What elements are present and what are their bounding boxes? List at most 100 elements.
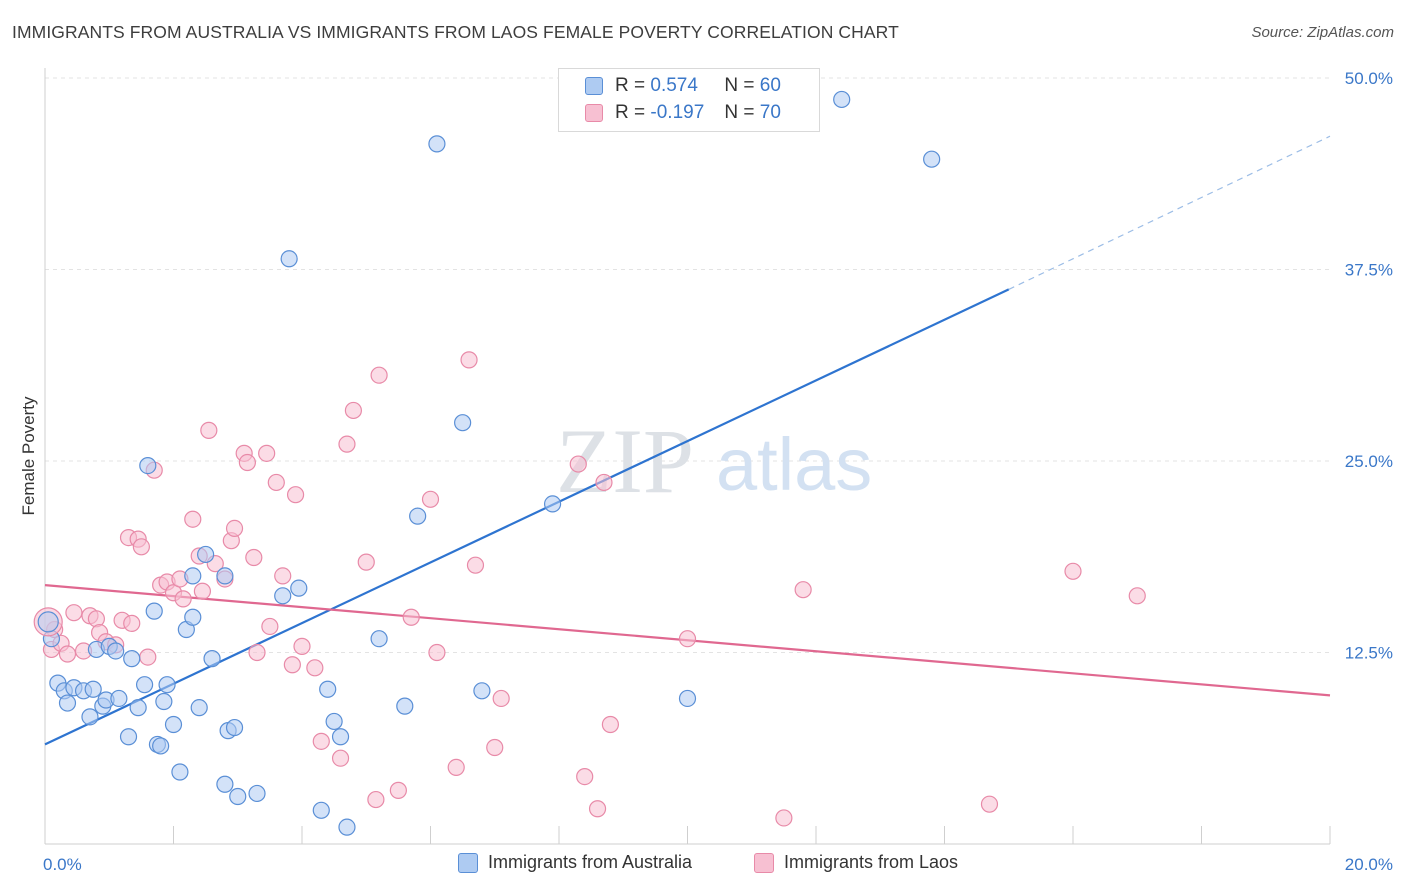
data-point-laos [225, 519, 244, 538]
data-point-laos [200, 421, 218, 439]
data-point-australia-cluster [37, 611, 59, 633]
data-point-laos [331, 749, 350, 767]
data-point-laos [293, 637, 311, 655]
data-point-laos [261, 617, 279, 636]
data-point-laos [775, 809, 793, 827]
data-point-australia [338, 818, 356, 836]
bottom-legend-australia: Immigrants from Australia [458, 852, 692, 873]
x-tick-label-min: 0.0% [43, 855, 82, 874]
data-point-australia [107, 642, 125, 660]
data-point-australia [129, 699, 147, 717]
data-point-australia [543, 495, 562, 513]
data-point-laos [569, 455, 587, 473]
legend-r-value-australia: 0.574 [650, 75, 698, 96]
data-point-laos [344, 401, 362, 420]
y-tick-label: 37.5% [1345, 261, 1393, 280]
data-point-laos [466, 556, 485, 574]
data-point-laos [283, 656, 301, 674]
data-point-laos [312, 732, 330, 750]
y-axis-label: Female Poverty [19, 396, 38, 516]
bottom-legend-swatch-australia [458, 852, 478, 873]
data-point-australia [190, 699, 208, 717]
data-point-australia [171, 763, 189, 781]
data-point-australia [81, 708, 99, 726]
data-point-laos [193, 582, 212, 600]
data-point-australia [678, 689, 697, 708]
bottom-legend-label-laos: Immigrants from Laos [784, 852, 959, 872]
data-point-laos [65, 604, 83, 622]
data-point-australia [203, 650, 221, 668]
legend-swatch-laos [585, 104, 603, 122]
data-point-australia [225, 718, 244, 737]
data-point-laos [174, 590, 192, 608]
data-point-laos [245, 548, 263, 567]
data-point-australia [229, 787, 247, 806]
data-point-laos [389, 781, 407, 799]
data-point-laos [980, 795, 999, 813]
data-point-australia [319, 680, 337, 698]
data-point-laos [357, 553, 375, 571]
data-point-laos [248, 643, 266, 662]
data-point-australia [184, 608, 202, 626]
bottom-legend-laos: Immigrants from Laos [754, 852, 958, 873]
legend-r-label: R = [615, 75, 646, 96]
data-point-laos [595, 473, 613, 492]
data-point-australia [280, 250, 298, 268]
data-point-australia [164, 715, 183, 734]
watermark-atlas: atlas [716, 423, 872, 506]
x-tick-label-max: 20.0% [1345, 855, 1393, 874]
data-point-australia [274, 587, 292, 605]
data-point-australia [58, 694, 77, 712]
data-point-laos [238, 453, 256, 472]
y-tick-label: 12.5% [1345, 644, 1393, 663]
data-point-australia [428, 135, 446, 153]
data-point-australia [145, 602, 163, 620]
data-point-australia [110, 689, 128, 708]
data-point-laos [267, 473, 285, 492]
data-point-australia [158, 676, 176, 694]
data-point-australia [84, 680, 102, 698]
data-point-laos [123, 614, 141, 632]
trendline-australia [44, 288, 1010, 746]
trendline-australia-extension [1008, 135, 1331, 290]
data-point-laos [370, 366, 388, 384]
data-point-australia [396, 697, 414, 715]
legend-row-australia: R = 0.574 N = 60 [585, 74, 781, 98]
data-point-australia [370, 630, 388, 648]
data-point-australia [119, 728, 138, 746]
legend-swatch-australia [585, 77, 603, 95]
data-point-laos [678, 630, 697, 648]
data-point-laos [1064, 562, 1082, 580]
bottom-legend-label-australia: Immigrants from Australia [488, 852, 693, 872]
legend-r-label: R = [615, 102, 646, 123]
data-point-laos [132, 538, 150, 556]
data-point-laos [1128, 587, 1146, 605]
chart-title: IMMIGRANTS FROM AUSTRALIA VS IMMIGRANTS … [12, 22, 899, 42]
data-point-australia [248, 784, 266, 803]
data-point-laos [367, 790, 385, 809]
legend-row-laos: R = -0.197 N = 70 [585, 101, 781, 125]
data-point-australia [454, 414, 472, 432]
legend-n-value-laos: 70 [759, 102, 781, 123]
data-point-laos [486, 738, 504, 757]
data-point-laos [794, 581, 812, 599]
data-point-australia [184, 567, 202, 585]
data-point-laos [402, 608, 420, 626]
data-point-australia [155, 692, 173, 711]
data-point-australia [290, 579, 308, 597]
data-point-australia [216, 567, 234, 585]
data-point-australia [325, 712, 343, 731]
data-point-australia [923, 150, 941, 168]
data-point-laos [258, 444, 276, 462]
legend-r-value-laos: -0.197 [650, 102, 705, 123]
legend-n-label: N = [724, 102, 755, 123]
data-point-australia [123, 650, 141, 668]
data-point-laos [58, 645, 77, 663]
data-point-australia [312, 801, 330, 819]
y-tick-label: 50.0% [1345, 69, 1393, 88]
source-label: Source: ZipAtlas.com [1251, 24, 1394, 41]
data-point-laos [306, 659, 324, 677]
data-point-australia [216, 775, 234, 793]
y-tick-label: 25.0% [1345, 452, 1393, 471]
data-point-laos [274, 567, 292, 585]
